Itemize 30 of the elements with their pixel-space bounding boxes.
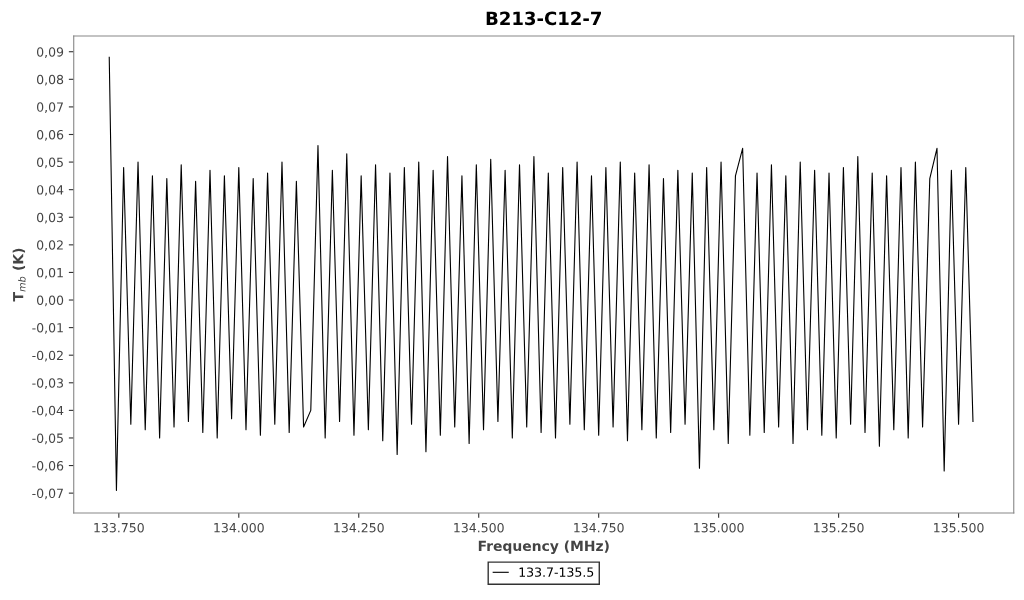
y-tick-label: -0,04 <box>32 405 64 417</box>
y-tick-label: 0,06 <box>37 129 64 141</box>
y-tick-label: -0,02 <box>32 350 63 362</box>
y-tick-label: 0,05 <box>37 157 63 169</box>
y-tick-label: -0,06 <box>32 461 64 472</box>
x-tick-label: 135.500 <box>934 522 984 533</box>
x-tick-label: 135.250 <box>814 522 864 533</box>
chart-title: B213-C12-7 <box>486 11 601 26</box>
x-tick-label: 134.000 <box>214 522 264 533</box>
y-tick-label: -0,03 <box>32 378 63 389</box>
y-tick-label: 0,02 <box>37 240 63 252</box>
x-tick-label: 134.750 <box>574 522 624 533</box>
y-tick-label: 0,00 <box>37 295 64 307</box>
y-tick-label: 0,07 <box>37 102 63 114</box>
x-axis-title: Frequency (MHz) <box>478 540 609 554</box>
y-tick-label: -0,07 <box>32 488 63 500</box>
y-tick-label: 0,01 <box>37 267 63 279</box>
x-tick-label: 135.000 <box>694 522 744 533</box>
y-tick-label: 0,04 <box>37 185 64 196</box>
line-series <box>108 56 974 491</box>
y-tick-label: -0,01 <box>32 323 63 334</box>
y-tick-label: -0,05 <box>32 433 63 445</box>
x-tick-label: 134.250 <box>334 522 384 533</box>
x-tick-label: 134.500 <box>454 522 504 533</box>
legend-label: 133.7-135.5 <box>519 567 594 577</box>
y-axis-title: T$_{mb}$ (K) <box>12 248 26 302</box>
y-tick-label: 0,08 <box>37 74 64 86</box>
x-tick-label: 133.750 <box>94 522 144 533</box>
y-tick-label: 0,09 <box>37 47 64 58</box>
y-tick-label: 0,03 <box>37 212 63 224</box>
